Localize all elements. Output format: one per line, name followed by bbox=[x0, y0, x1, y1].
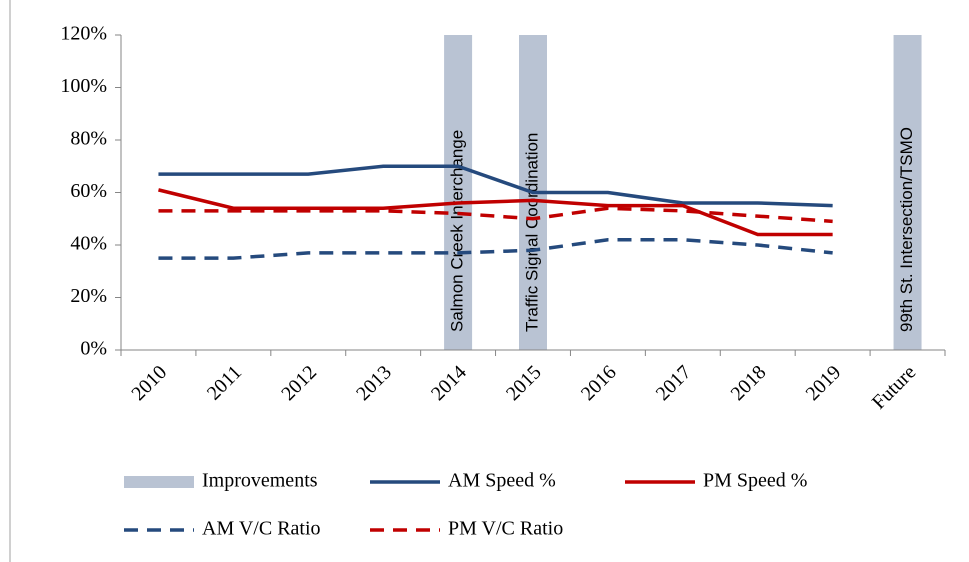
y-tick-label: 40% bbox=[70, 233, 107, 255]
y-tick-label: 100% bbox=[60, 75, 107, 97]
legend-label: PM Speed % bbox=[703, 470, 807, 492]
y-tick-label: 120% bbox=[60, 23, 107, 45]
y-tick-label: 80% bbox=[70, 128, 107, 150]
legend-label: Improvements bbox=[202, 470, 318, 492]
series-line bbox=[158, 206, 833, 224]
improvement-bar bbox=[893, 35, 922, 350]
annotation: 99th St. Intersection/TSMO bbox=[897, 127, 916, 332]
series-line bbox=[158, 188, 833, 237]
series-line bbox=[158, 164, 833, 208]
legend-swatch bbox=[124, 476, 194, 488]
legend-label: PM V/C Ratio bbox=[448, 518, 563, 540]
y-tick-label: 0% bbox=[80, 338, 107, 360]
y-tick-label: 20% bbox=[70, 285, 107, 307]
y-tick-label: 60% bbox=[70, 180, 107, 202]
series-line bbox=[158, 238, 833, 260]
improvement-bar bbox=[444, 35, 473, 350]
annotation: Traffic Signal Coordination bbox=[522, 133, 541, 332]
legend-label: AM V/C Ratio bbox=[202, 518, 321, 540]
annotation: Salmon Creek Interchange bbox=[448, 130, 467, 332]
legend-label: AM Speed % bbox=[448, 470, 556, 492]
